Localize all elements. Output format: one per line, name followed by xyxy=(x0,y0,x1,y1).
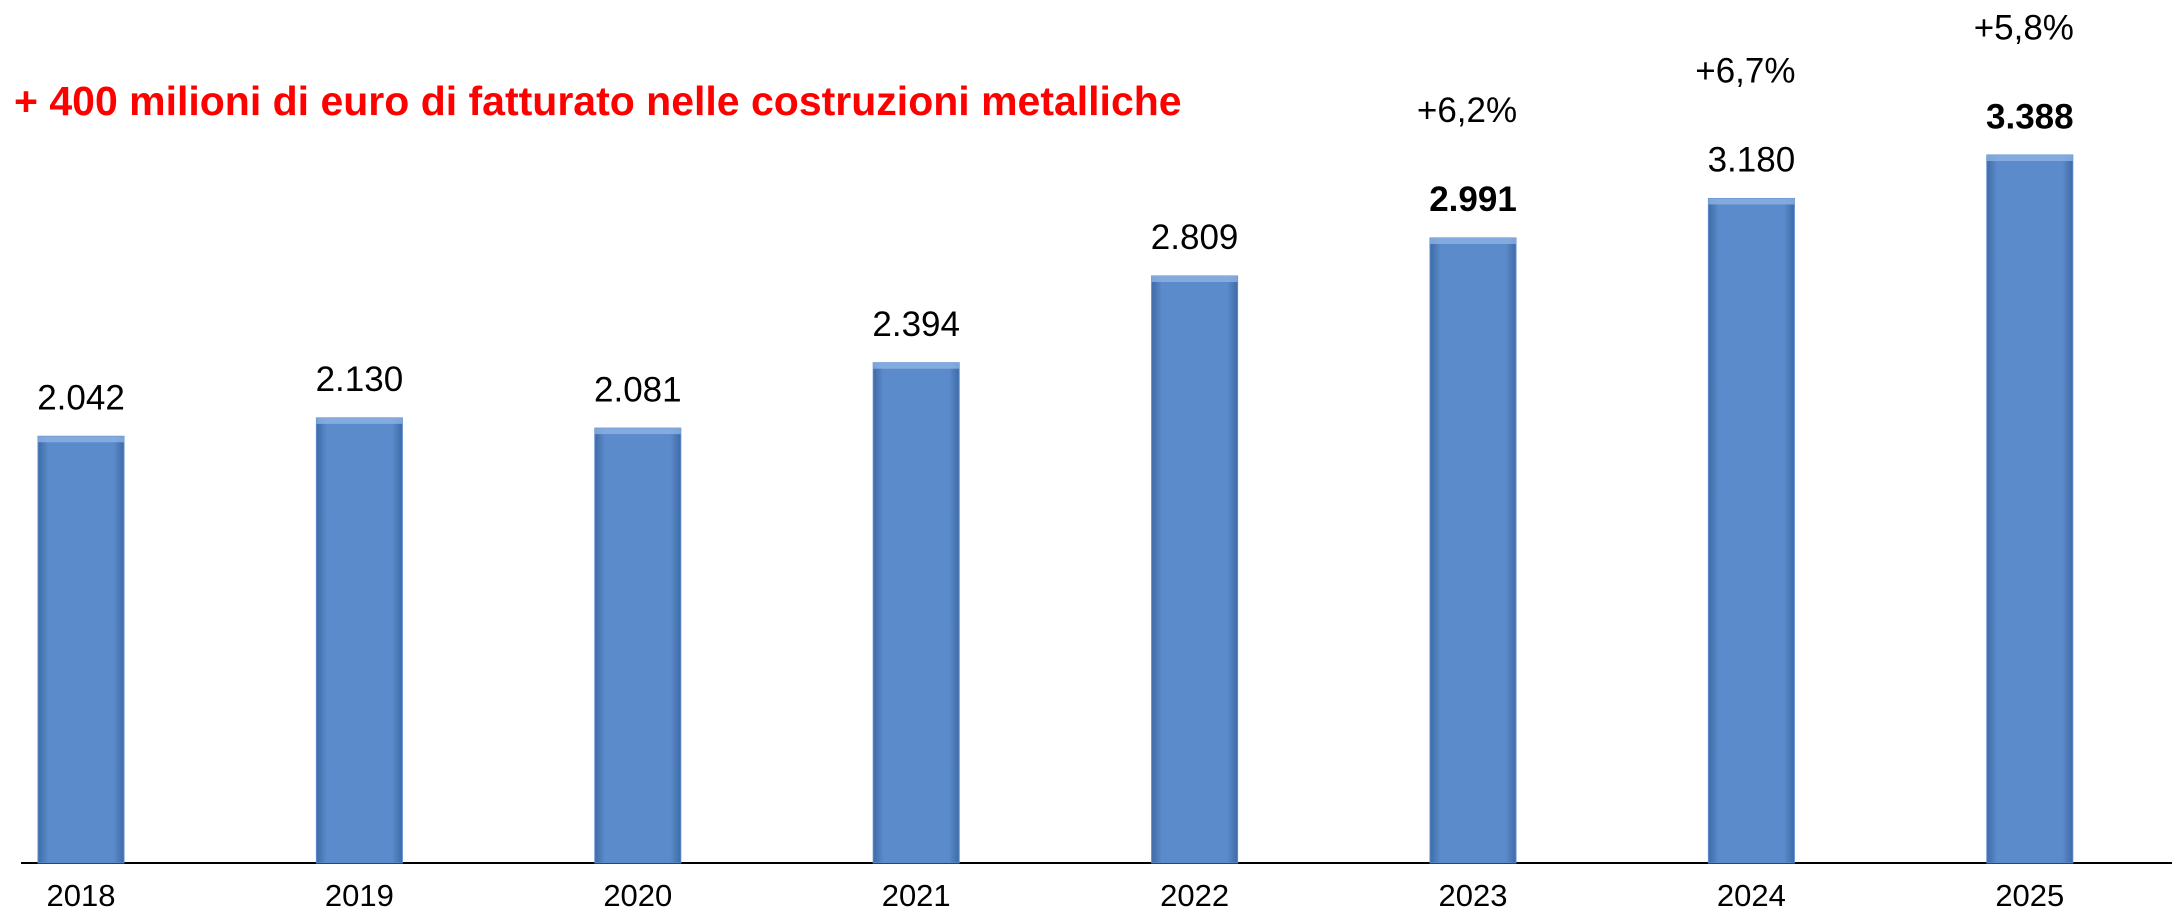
growth-label: +6,2% xyxy=(1417,91,1517,130)
bar xyxy=(1986,154,2074,864)
bar xyxy=(315,417,403,864)
bar-top-bevel xyxy=(873,362,960,369)
x-tick-label: 2021 xyxy=(882,878,951,913)
value-label: 3.388 xyxy=(1986,97,2074,136)
bar-top-bevel xyxy=(1430,237,1516,244)
bar-top-bevel xyxy=(1708,198,1795,205)
bar xyxy=(37,435,125,864)
bar-top-bevel xyxy=(1151,275,1238,282)
x-tick-label: 2025 xyxy=(1995,878,2064,913)
growth-label: +6,7% xyxy=(1695,52,1795,91)
x-tick-label: 2024 xyxy=(1717,878,1786,913)
x-tick-label: 2019 xyxy=(325,878,394,913)
growth-label: +5,8% xyxy=(1974,8,2074,47)
bar-top-bevel xyxy=(594,428,681,435)
bar xyxy=(872,362,960,864)
x-tick-label: 2018 xyxy=(47,878,116,913)
bar-top-bevel xyxy=(1986,155,2073,161)
value-label: 2.991 xyxy=(1429,180,1517,219)
value-label: 2.042 xyxy=(37,379,125,418)
bar xyxy=(1429,237,1517,864)
value-label: 2.809 xyxy=(1151,218,1239,257)
chart-title: + 400 milioni di euro di fatturato nelle… xyxy=(14,78,1182,124)
value-label: 2.394 xyxy=(872,305,960,344)
x-tick-label: 2023 xyxy=(1439,878,1508,913)
x-tick-label: 2020 xyxy=(603,878,672,913)
bar xyxy=(594,427,682,864)
bar-top-bevel xyxy=(38,436,124,443)
value-label: 2.130 xyxy=(316,360,404,399)
bar-top-bevel xyxy=(316,417,403,424)
bar xyxy=(1707,197,1795,864)
value-label: 2.081 xyxy=(594,370,682,409)
x-tick-label: 2022 xyxy=(1160,878,1229,913)
bar xyxy=(1151,275,1239,864)
value-label: 3.180 xyxy=(1708,141,1796,180)
